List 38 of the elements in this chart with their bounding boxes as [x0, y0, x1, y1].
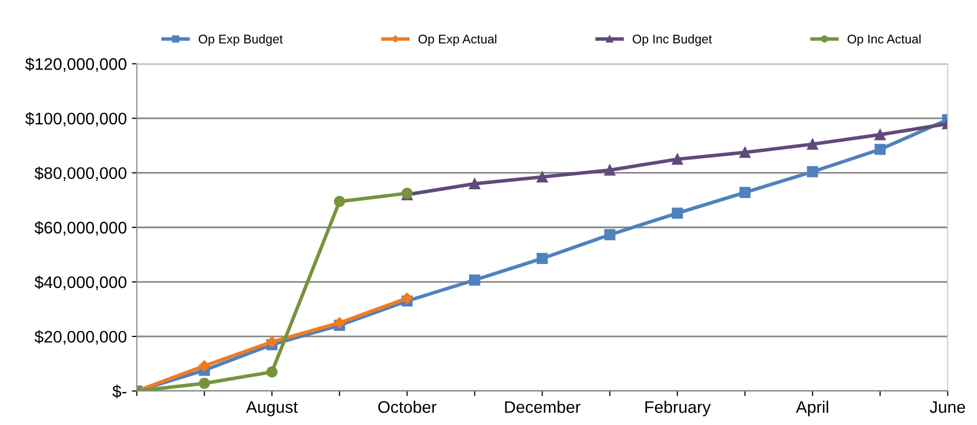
y-tick-label: $-	[112, 384, 126, 398]
point	[469, 274, 480, 286]
point	[198, 378, 210, 389]
y-tick-label: $40,000,000	[34, 276, 126, 290]
point	[806, 166, 818, 178]
y-tick-label: $120,000,000	[25, 57, 126, 72]
point	[739, 186, 751, 198]
point	[604, 164, 616, 176]
point	[536, 252, 548, 264]
x-tick-label: December	[505, 400, 580, 413]
point	[672, 208, 683, 219]
x-tick-label: June	[930, 401, 966, 413]
legend-label: Op Inc Actual	[848, 34, 921, 46]
point	[874, 129, 886, 140]
point	[874, 144, 886, 155]
point	[604, 229, 616, 240]
point	[334, 317, 346, 328]
point	[536, 171, 548, 182]
x-tick-label: October	[378, 400, 436, 413]
x-tick-label: February	[645, 400, 711, 416]
point	[739, 146, 751, 158]
point	[266, 336, 278, 348]
y-tick-label: $20,000,000	[34, 330, 126, 345]
y-tick-label: $80,000,000	[34, 166, 126, 182]
y-tick-label: $60,000,000	[34, 221, 126, 236]
point	[401, 292, 413, 304]
legend-label: Op Exp Budget	[198, 34, 283, 46]
y-tick-label: $100,000,000	[25, 112, 126, 126]
x-tick-label: August	[246, 401, 298, 416]
legend-label: Op Inc Budget	[632, 34, 712, 46]
legend-label: Op Exp Actual	[418, 34, 496, 46]
point	[672, 154, 683, 165]
point	[806, 138, 818, 150]
point	[334, 196, 346, 208]
point	[198, 360, 210, 372]
x-tick-label: April	[796, 400, 828, 416]
point	[469, 178, 480, 190]
point	[266, 366, 278, 378]
